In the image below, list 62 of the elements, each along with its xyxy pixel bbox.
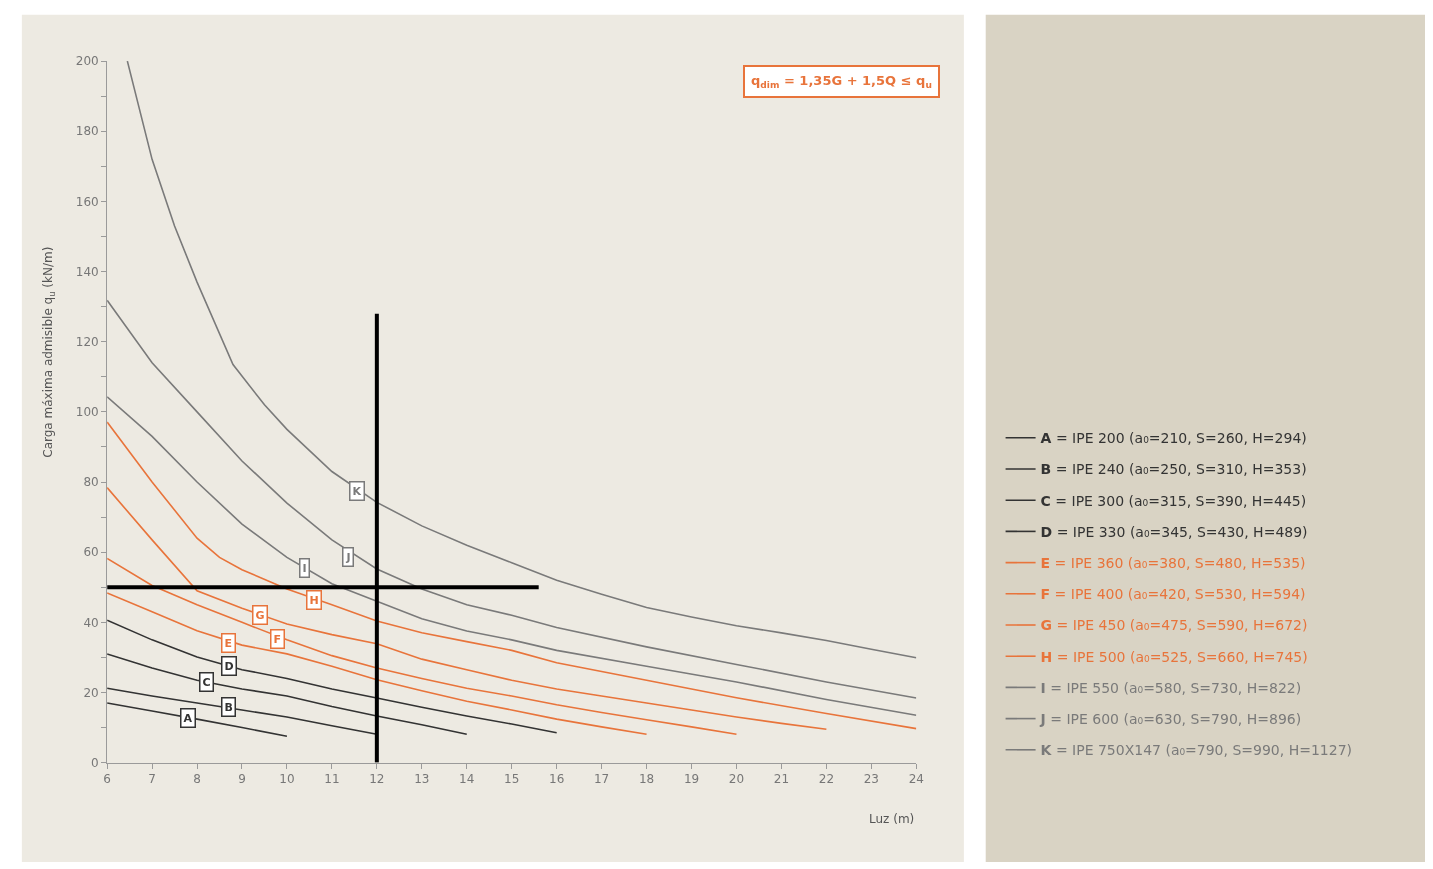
- y-tick-label: 140: [75, 264, 99, 279]
- legend-label: A = IPE 200 (a₀=210, S=260, H=294): [1040, 430, 1307, 447]
- x-tick-label: 13: [414, 772, 430, 787]
- legend-label: G = IPE 450 (a₀=475, S=590, H=672): [1040, 617, 1308, 634]
- x-tick-label: 12: [369, 772, 385, 787]
- annotation: K: [352, 484, 362, 498]
- y-tick-label: 180: [75, 124, 99, 139]
- y-tick-label: 20: [83, 685, 99, 700]
- x-tick-label: 21: [773, 772, 790, 787]
- legend-label: K = IPE 750X147 (a₀=790, S=990, H=1127): [1040, 742, 1353, 759]
- x-tick-label: 9: [238, 772, 246, 787]
- x-tick-label: 19: [683, 772, 700, 787]
- y-tick-label: 200: [75, 54, 99, 69]
- annotation: C: [202, 675, 211, 689]
- x-tick-label: 24: [908, 772, 924, 787]
- legend-label: I = IPE 550 (a₀=580, S=730, H=822): [1040, 679, 1302, 696]
- annotation: F: [273, 632, 282, 646]
- x-axis-title: Luz (m): [869, 812, 915, 826]
- x-tick-label: 11: [324, 772, 340, 787]
- x-tick-label: 14: [459, 772, 475, 787]
- x-tick-label: 23: [863, 772, 879, 787]
- y-tick-label: 60: [83, 545, 99, 560]
- legend-label: J = IPE 600 (a₀=630, S=790, H=896): [1039, 711, 1302, 728]
- x-tick-label: 18: [638, 772, 655, 787]
- y-tick-label: 120: [75, 334, 99, 349]
- annotation: B: [224, 700, 233, 714]
- line-series: [107, 592, 648, 736]
- legend-label: F = IPE 400 (a₀=420, S=530, H=594): [1040, 586, 1306, 603]
- line-series: [107, 299, 917, 699]
- legend-label: B = IPE 240 (a₀=250, S=310, H=353): [1040, 461, 1307, 478]
- line-series: [107, 619, 558, 734]
- x-tick-label: 22: [818, 772, 835, 787]
- x-tick-label: 16: [549, 772, 565, 787]
- annotation: I: [302, 561, 307, 575]
- annotation: A: [183, 711, 193, 725]
- legend-label: H = IPE 500 (a₀=525, S=660, H=745): [1040, 648, 1308, 665]
- x-tick-label: 6: [103, 772, 111, 787]
- y-tick-label: 40: [83, 615, 99, 630]
- annotation: G: [255, 608, 265, 622]
- x-tick-label: 7: [148, 772, 156, 787]
- annotation: E: [224, 636, 233, 650]
- line-series: [107, 687, 378, 736]
- x-tick-label: 10: [279, 772, 295, 787]
- y-tick-label: 80: [83, 475, 99, 490]
- legend-label: D = IPE 330 (a₀=345, S=430, H=489): [1040, 523, 1308, 540]
- y-tick-label: 0: [91, 755, 99, 770]
- line-series: [107, 702, 288, 738]
- y-tick-label: 160: [75, 194, 99, 209]
- y-tick-label: 100: [75, 405, 99, 420]
- legend-label: C = IPE 300 (a₀=315, S=390, H=445): [1040, 492, 1307, 509]
- line-series: [107, 486, 828, 731]
- x-tick-label: 20: [728, 772, 745, 787]
- annotation: J: [345, 550, 351, 564]
- annotation: D: [224, 659, 234, 673]
- line-series: [126, 61, 917, 659]
- x-tick-label: 15: [504, 772, 520, 787]
- line-series: [107, 653, 468, 736]
- x-tick-label: 8: [193, 772, 201, 787]
- annotation: q$_{dim}$ = 1,35G + 1,5Q ≤ q$_{u}$: [751, 73, 932, 90]
- legend-label: E = IPE 360 (a₀=380, S=480, H=535): [1040, 555, 1306, 572]
- x-tick-label: 17: [593, 772, 610, 787]
- annotation: H: [309, 593, 319, 607]
